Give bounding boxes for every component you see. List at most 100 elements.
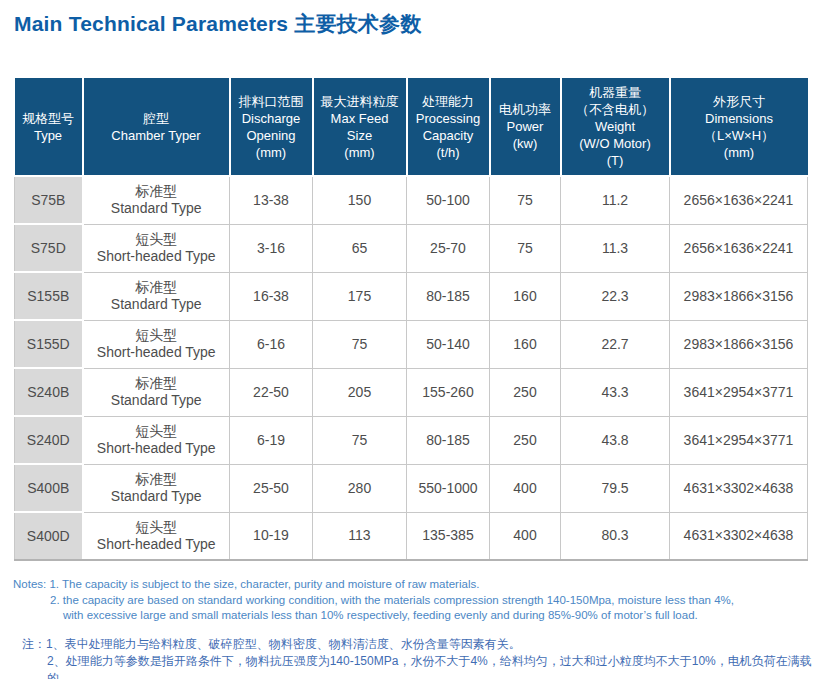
cell-power: 75 — [490, 176, 561, 224]
cell-power: 250 — [490, 368, 561, 416]
cell-dimensions: 4631×3302×4638 — [670, 464, 808, 512]
cell-weight: 11.3 — [561, 224, 670, 272]
cell-capacity: 80-185 — [407, 416, 490, 464]
header-line: 电机功率 — [492, 101, 559, 118]
header-line: (mm) — [315, 144, 405, 161]
cell-discharge: 3-16 — [230, 224, 313, 272]
header-line: (T) — [563, 152, 668, 169]
header-line: Type — [16, 127, 81, 144]
header-line: Capacity — [409, 127, 488, 144]
header-power: 电机功率 Power (kw) — [490, 78, 561, 176]
header-line: Size — [315, 127, 405, 144]
chamber-en: Short-headed Type — [86, 344, 228, 361]
cell-type: S400B — [15, 464, 83, 512]
header-line: (mm) — [232, 144, 311, 161]
cell-capacity: 50-140 — [407, 320, 490, 368]
header-line: Max Feed — [315, 110, 405, 127]
notes-en-line1: Notes: 1. The capacity is subject to the… — [13, 577, 821, 593]
cell-weight: 43.3 — [561, 368, 670, 416]
cell-discharge: 16-38 — [230, 272, 313, 320]
table-row: S75B 标准型 Standard Type 13-38 150 50-100 … — [15, 176, 808, 224]
cell-type: S400D — [15, 512, 83, 560]
header-line: (mm) — [672, 144, 807, 161]
cell-chamber: 标准型 Standard Type — [83, 176, 230, 224]
header-line: 最大进料粒度 — [315, 93, 405, 110]
cell-max-feed: 65 — [313, 224, 407, 272]
cell-discharge: 22-50 — [230, 368, 313, 416]
table-row: S240D 短头型 Short-headed Type 6-19 75 80-1… — [15, 416, 808, 464]
header-row: 规格型号 Type 腔型 Chamber Typer 排料口范围 Dischar… — [15, 78, 808, 176]
cell-discharge: 6-16 — [230, 320, 313, 368]
cell-dimensions: 4631×3302×4638 — [670, 512, 808, 560]
cell-max-feed: 75 — [313, 416, 407, 464]
cell-max-feed: 150 — [313, 176, 407, 224]
chamber-en: Standard Type — [86, 296, 228, 313]
cell-type: S240B — [15, 368, 83, 416]
header-line: Opening — [232, 127, 311, 144]
chamber-cn: 短头型 — [86, 231, 228, 248]
cell-discharge: 6-19 — [230, 416, 313, 464]
cell-type: S155B — [15, 272, 83, 320]
header-line: 处理能力 — [409, 93, 488, 110]
cell-weight: 22.3 — [561, 272, 670, 320]
cell-type: S75D — [15, 224, 83, 272]
chamber-en: Standard Type — [86, 488, 228, 505]
table-row: S240B 标准型 Standard Type 22-50 205 155-26… — [15, 368, 808, 416]
cell-chamber: 标准型 Standard Type — [83, 368, 230, 416]
cell-chamber: 短头型 Short-headed Type — [83, 512, 230, 560]
cell-discharge: 25-50 — [230, 464, 313, 512]
cell-chamber: 标准型 Standard Type — [83, 272, 230, 320]
cell-max-feed: 205 — [313, 368, 407, 416]
notes-cn-line1: 注：1、表中处理能力与给料粒度、破碎腔型、物料密度、物料清洁度、水份含量等因素有… — [22, 636, 821, 653]
chamber-en: Short-headed Type — [86, 440, 228, 457]
page-title: Main Technical Parameters 主要技术参数 — [14, 10, 821, 38]
cell-dimensions: 2656×1636×2241 — [670, 224, 808, 272]
header-line: 规格型号 — [16, 110, 81, 127]
cell-dimensions: 2983×1866×3156 — [670, 320, 808, 368]
chamber-cn: 短头型 — [86, 519, 228, 536]
cell-weight: 22.7 — [561, 320, 670, 368]
table-row: S155D 短头型 Short-headed Type 6-16 75 50-1… — [15, 320, 808, 368]
cell-capacity: 80-185 — [407, 272, 490, 320]
cell-type: S75B — [15, 176, 83, 224]
notes-cn-line2: 2、处理能力等参数是指开路条件下，物料抗压强度为140-150MPa，水份不大于… — [22, 653, 821, 679]
cell-type: S240D — [15, 416, 83, 464]
header-line: 排料口范围 — [232, 93, 311, 110]
header-line: Chamber Typer — [85, 127, 228, 144]
cell-capacity: 50-100 — [407, 176, 490, 224]
technical-parameters-table: 规格型号 Type 腔型 Chamber Typer 排料口范围 Dischar… — [14, 78, 808, 561]
cell-dimensions: 2656×1636×2241 — [670, 176, 808, 224]
table-row: S400B 标准型 Standard Type 25-50 280 550-10… — [15, 464, 808, 512]
cell-power: 400 — [490, 512, 561, 560]
table-row: S400D 短头型 Short-headed Type 10-19 113 13… — [15, 512, 808, 560]
chamber-en: Short-headed Type — [86, 248, 228, 265]
header-type: 规格型号 Type — [15, 78, 83, 176]
cell-capacity: 25-70 — [407, 224, 490, 272]
cell-weight: 79.5 — [561, 464, 670, 512]
header-line: (W/O Motor) — [563, 135, 668, 152]
notes-en-line3: with excessive large and small materials… — [13, 608, 821, 624]
header-line: Dimensions — [672, 110, 807, 127]
cell-max-feed: 75 — [313, 320, 407, 368]
cell-weight: 43.8 — [561, 416, 670, 464]
cell-power: 250 — [490, 416, 561, 464]
catalog-page: Main Technical Parameters 主要技术参数 规格型号 Ty… — [0, 0, 821, 679]
cell-chamber: 短头型 Short-headed Type — [83, 320, 230, 368]
cell-capacity: 550-1000 — [407, 464, 490, 512]
header-dimensions: 外形尺寸 Dimensions （L×W×H） (mm) — [670, 78, 808, 176]
cell-max-feed: 280 — [313, 464, 407, 512]
cell-discharge: 13-38 — [230, 176, 313, 224]
cell-power: 160 — [490, 272, 561, 320]
header-line: Processing — [409, 110, 488, 127]
header-line: 外形尺寸 — [672, 93, 807, 110]
header-line: Discharge — [232, 110, 311, 127]
chamber-cn: 短头型 — [86, 327, 228, 344]
cell-chamber: 短头型 Short-headed Type — [83, 224, 230, 272]
header-line: Power — [492, 118, 559, 135]
notes-chinese: 注：1、表中处理能力与给料粒度、破碎腔型、物料密度、物料清洁度、水份含量等因素有… — [22, 636, 821, 679]
cell-power: 75 — [490, 224, 561, 272]
notes-en-line2: 2. the capacity are based on standard wo… — [13, 593, 821, 609]
cell-capacity: 155-260 — [407, 368, 490, 416]
cell-dimensions: 2983×1866×3156 — [670, 272, 808, 320]
chamber-cn: 标准型 — [86, 471, 228, 488]
